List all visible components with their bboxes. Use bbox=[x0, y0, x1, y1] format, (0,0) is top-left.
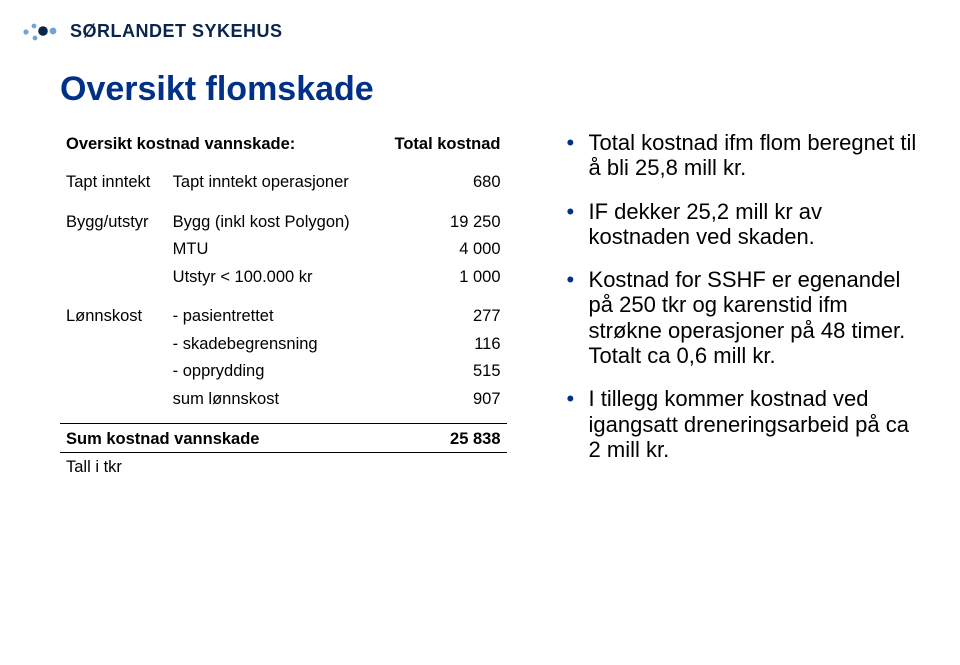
table-header-total: Total kostnad bbox=[376, 130, 507, 157]
row-value: 1 000 bbox=[376, 262, 507, 289]
table-row: - skadebegrensning116 bbox=[60, 329, 507, 356]
row-item: MTU bbox=[167, 235, 376, 262]
table-row: sum lønnskost907 bbox=[60, 384, 507, 411]
table-row: MTU4 000 bbox=[60, 235, 507, 262]
row-value: 19 250 bbox=[376, 195, 507, 235]
row-value: 4 000 bbox=[376, 235, 507, 262]
brand-name: SØRLANDET SYKEHUS bbox=[70, 21, 283, 42]
bullet-item: Total kostnad ifm flom beregnet til å bl… bbox=[567, 130, 920, 181]
row-value: 680 bbox=[376, 167, 507, 194]
table-footnote: Tall i tkr bbox=[60, 452, 507, 480]
row-value: 515 bbox=[376, 357, 507, 384]
row-item: - pasientrettet bbox=[167, 290, 376, 330]
row-group: Tapt inntekt bbox=[60, 167, 167, 194]
page-title: Oversikt flomskade bbox=[60, 70, 374, 109]
row-item: - opprydding bbox=[167, 357, 376, 384]
row-group bbox=[60, 235, 167, 262]
row-group bbox=[60, 329, 167, 356]
slide: SØRLANDET SYKEHUS Oversikt flomskade Ove… bbox=[0, 0, 960, 665]
row-value: 907 bbox=[376, 384, 507, 411]
cost-table: Oversikt kostnad vannskade:Total kostnad… bbox=[60, 130, 507, 480]
table-row: Tapt inntektTapt inntekt operasjoner680 bbox=[60, 167, 507, 194]
bullet-item: I tillegg kommer kostnad ved igangsatt d… bbox=[567, 386, 920, 462]
row-item: Tapt inntekt operasjoner bbox=[167, 167, 376, 194]
row-item: Utstyr < 100.000 kr bbox=[167, 262, 376, 289]
total-value: 25 838 bbox=[376, 424, 507, 453]
table-footnote-row: Tall i tkr bbox=[60, 452, 507, 480]
row-item: Bygg (inkl kost Polygon) bbox=[167, 195, 376, 235]
bullet-item: Kostnad for SSHF er egenandel på 250 tkr… bbox=[567, 267, 920, 368]
table-row: Bygg/utstyrBygg (inkl kost Polygon)19 25… bbox=[60, 195, 507, 235]
row-item: - skadebegrensning bbox=[167, 329, 376, 356]
brand-header: SØRLANDET SYKEHUS bbox=[20, 16, 283, 46]
slide-body: Oversikt kostnad vannskade:Total kostnad… bbox=[60, 130, 920, 480]
row-group bbox=[60, 357, 167, 384]
row-group bbox=[60, 384, 167, 411]
table-row: Utstyr < 100.000 kr1 000 bbox=[60, 262, 507, 289]
row-value: 277 bbox=[376, 290, 507, 330]
table-header-label: Oversikt kostnad vannskade: bbox=[60, 130, 376, 157]
row-group: Lønnskost bbox=[60, 290, 167, 330]
total-label: Sum kostnad vannskade bbox=[60, 424, 376, 453]
row-item: sum lønnskost bbox=[167, 384, 376, 411]
row-group bbox=[60, 262, 167, 289]
row-value: 116 bbox=[376, 329, 507, 356]
logo-icon bbox=[20, 16, 60, 46]
row-group: Bygg/utstyr bbox=[60, 195, 167, 235]
table-row: - opprydding515 bbox=[60, 357, 507, 384]
table-total-row: Sum kostnad vannskade25 838 bbox=[60, 424, 507, 453]
bullet-list: Total kostnad ifm flom beregnet til å bl… bbox=[567, 130, 920, 480]
bullet-item: IF dekker 25,2 mill kr av kostnaden ved … bbox=[567, 199, 920, 250]
table-row: Lønnskost- pasientrettet277 bbox=[60, 290, 507, 330]
